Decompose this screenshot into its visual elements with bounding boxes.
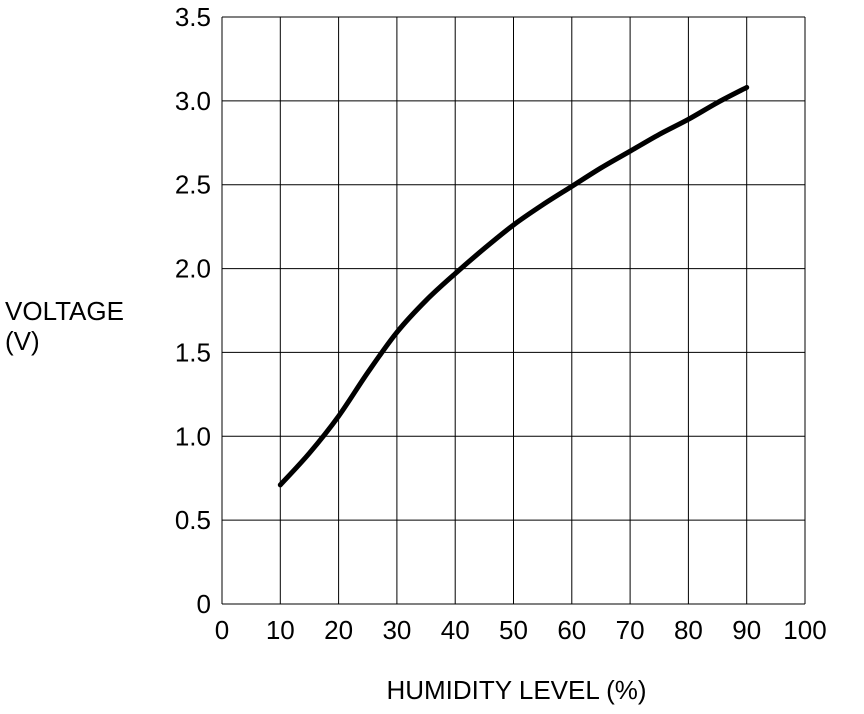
y-axis-label-line-1: VOLTAGE	[5, 296, 124, 326]
y-tick-label-2: 1.0	[175, 421, 211, 451]
y-tick-label-4: 2.0	[175, 254, 211, 284]
x-tick-label-8: 80	[674, 615, 703, 645]
x-tick-label-5: 50	[499, 615, 528, 645]
x-tick-label-0: 0	[215, 615, 229, 645]
y-tick-label-1: 0.5	[175, 505, 211, 535]
series-line-0	[277, 84, 750, 488]
y-tick-label-5: 2.5	[175, 170, 211, 200]
y-tick-label-3: 1.5	[175, 337, 211, 367]
x-tick-label-6: 60	[557, 615, 586, 645]
x-tick-label-10: 100	[783, 615, 826, 645]
y-tick-label-6: 3.0	[175, 86, 211, 116]
x-tick-label-9: 90	[732, 615, 761, 645]
x-tick-label-4: 40	[441, 615, 470, 645]
y-tick-label-7: 3.5	[175, 2, 211, 32]
series-group	[277, 84, 750, 488]
x-tick-label-1: 10	[266, 615, 295, 645]
x-tick-label-7: 70	[616, 615, 645, 645]
x-tick-label-3: 30	[382, 615, 411, 645]
y-axis-label-line-2: (V)	[5, 326, 40, 356]
y-tick-label-0: 0	[197, 589, 211, 619]
grid	[221, 16, 806, 605]
x-axis-label: HUMIDITY LEVEL (%)	[386, 675, 646, 705]
x-tick-label-2: 20	[324, 615, 353, 645]
y-axis-ticks: 0 0.5 1.0 1.5 2.0 2.5 3.0 3.5	[175, 2, 211, 619]
x-axis-ticks: 0 10 20 30 40 50 60 70 80 90 100	[215, 615, 827, 645]
